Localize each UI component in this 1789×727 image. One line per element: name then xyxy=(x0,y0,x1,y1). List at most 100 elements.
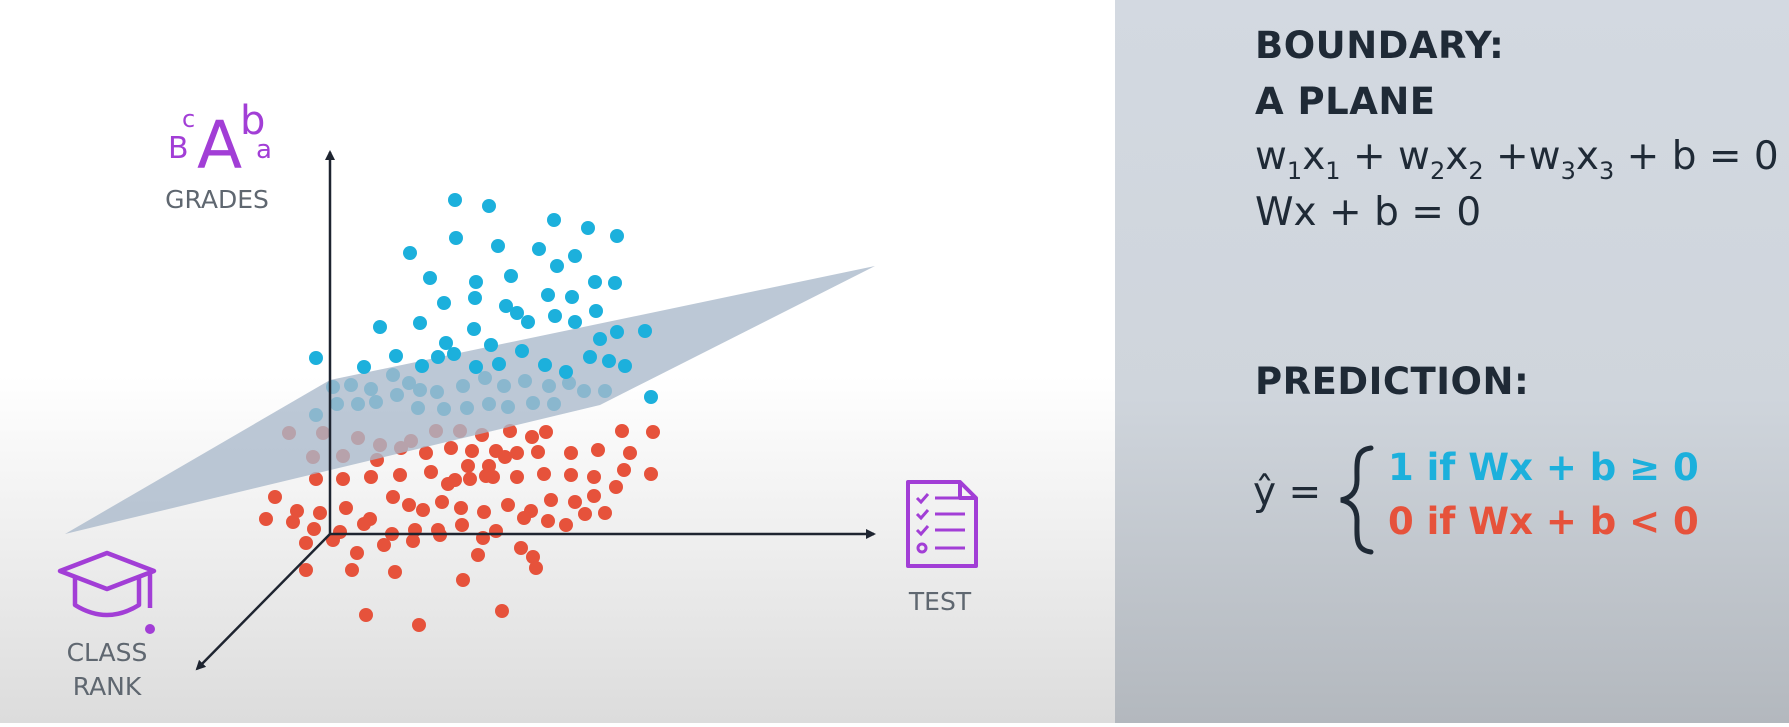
prediction-case-positive: 1 if Wx + b ≥ 0 xyxy=(1388,446,1699,489)
negative-point xyxy=(578,507,592,521)
negative-point xyxy=(646,425,660,439)
negative-point xyxy=(477,505,491,519)
positive-point xyxy=(413,316,427,330)
svg-text:B: B xyxy=(168,131,189,166)
negative-point xyxy=(486,470,500,484)
negative-point xyxy=(456,573,470,587)
negative-point xyxy=(313,506,327,520)
negative-point xyxy=(290,504,304,518)
negative-point xyxy=(326,533,340,547)
plane-equation-expanded: w1x1 + w2x2 +w3x3 + b = 0 xyxy=(1255,134,1779,185)
negative-point xyxy=(268,490,282,504)
negative-point xyxy=(514,541,528,555)
negative-point xyxy=(416,503,430,517)
svg-text:b: b xyxy=(240,98,265,144)
positive-point xyxy=(644,390,658,404)
negative-point xyxy=(435,495,449,509)
positive-point xyxy=(447,347,461,361)
class-rank-label-line2: RANK xyxy=(73,672,142,701)
left-brace xyxy=(1340,445,1374,555)
positive-point xyxy=(510,306,524,320)
negative-point xyxy=(623,446,637,460)
positive-point xyxy=(559,365,573,379)
negative-point xyxy=(463,472,477,486)
positive-point xyxy=(357,360,371,374)
grades-axis-label: GRADES xyxy=(165,185,269,214)
negative-point xyxy=(454,501,468,515)
positive-point xyxy=(482,199,496,213)
negative-point xyxy=(501,498,515,512)
negative-point xyxy=(386,490,400,504)
diagram-panel: B c A b a GRADES TEST CLASS xyxy=(0,0,1115,723)
positive-point xyxy=(602,354,616,368)
class-rank-label-line1: CLASS xyxy=(67,638,148,667)
negative-point xyxy=(525,430,539,444)
negative-point xyxy=(419,446,433,460)
negative-point xyxy=(345,563,359,577)
negative-point xyxy=(591,443,605,457)
test-sheet-icon xyxy=(906,480,978,568)
negative-point xyxy=(357,517,371,531)
negative-point xyxy=(441,477,455,491)
positive-point xyxy=(439,336,453,350)
positive-point xyxy=(565,290,579,304)
negative-point xyxy=(526,550,540,564)
positive-point xyxy=(449,231,463,245)
positive-point xyxy=(583,350,597,364)
positive-point xyxy=(588,275,602,289)
positive-point xyxy=(467,322,481,336)
negative-point xyxy=(350,546,364,560)
positive-point xyxy=(468,291,482,305)
positive-point xyxy=(532,242,546,256)
plane-equation-vector: Wx + b = 0 xyxy=(1255,190,1482,235)
negative-point xyxy=(309,472,323,486)
positive-point xyxy=(491,239,505,253)
negative-point xyxy=(495,604,509,618)
negative-point xyxy=(615,424,629,438)
negative-point xyxy=(541,514,555,528)
positive-point xyxy=(403,246,417,260)
negative-point xyxy=(489,524,503,538)
negative-point xyxy=(393,468,407,482)
negative-point xyxy=(465,444,479,458)
negative-point xyxy=(517,511,531,525)
positive-point xyxy=(437,296,451,310)
negative-point xyxy=(307,522,321,536)
negative-point xyxy=(544,493,558,507)
positive-point xyxy=(309,351,323,365)
negative-point xyxy=(510,470,524,484)
positive-point xyxy=(610,229,624,243)
negative-point xyxy=(377,538,391,552)
negative-point xyxy=(455,518,469,532)
negative-point xyxy=(537,467,551,481)
positive-point xyxy=(538,358,552,372)
svg-text:A: A xyxy=(197,107,242,184)
diagram-3d-plot: B c A b a GRADES TEST CLASS xyxy=(57,98,978,701)
positive-point xyxy=(548,309,562,323)
y-hat-label: ŷ = xyxy=(1253,470,1322,515)
negative-point xyxy=(406,534,420,548)
class-rank-axis xyxy=(195,533,331,671)
negative-point xyxy=(559,518,573,532)
negative-point xyxy=(529,561,543,575)
negative-point xyxy=(644,467,658,481)
decision-plane xyxy=(65,266,875,534)
negative-point xyxy=(286,515,300,529)
positive-point xyxy=(550,259,564,273)
graduation-cap-icon xyxy=(57,550,157,634)
letter-grades-icon: B c A b a xyxy=(168,98,272,184)
positive-point xyxy=(593,332,607,346)
negative-point xyxy=(471,548,485,562)
negative-point xyxy=(339,501,353,515)
positive-point xyxy=(521,315,535,329)
positive-point xyxy=(504,269,518,283)
negative-point xyxy=(587,470,601,484)
positive-point xyxy=(581,221,595,235)
positive-point xyxy=(589,304,603,318)
negative-point xyxy=(461,459,475,473)
negative-point xyxy=(359,608,373,622)
boundary-title: BOUNDARY: xyxy=(1255,24,1505,67)
negative-point xyxy=(587,489,601,503)
negative-point xyxy=(564,446,578,460)
positive-point xyxy=(499,299,513,313)
